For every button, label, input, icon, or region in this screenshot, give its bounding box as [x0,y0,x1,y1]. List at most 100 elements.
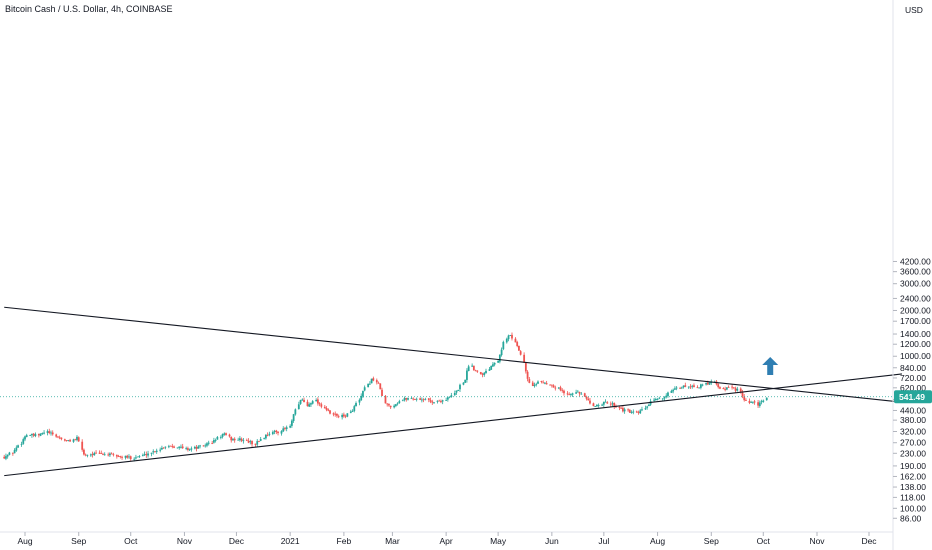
candle-body [171,446,174,447]
candle-body [441,400,444,402]
time-axis[interactable]: Aug Sep Oct Nov Dec 2021 Feb Mar Apr May Jun Jul Aug… [17,532,877,546]
arrow-up-icon[interactable] [762,356,779,375]
candle-body [63,439,66,441]
candle-body [739,388,742,393]
candle-body [8,452,11,455]
x-tick-label: Jun [545,536,559,546]
y-tick-label: 320.00 [900,426,926,436]
y-tick-label: 440.00 [900,405,926,415]
trendlines-layer[interactable] [4,306,902,477]
candle-body [370,378,373,384]
candle-body [264,434,267,439]
candle-body [734,388,737,391]
candle-body [39,433,42,436]
candle-body [375,380,378,383]
currency-label: USD [905,5,923,15]
candle-body [360,395,363,401]
trendline-descending-resistance[interactable] [4,306,902,403]
candle-body [353,406,356,411]
candle-body [544,382,546,384]
candle-body [15,447,18,451]
y-tick-label: 2000.00 [900,305,931,315]
candle-body [691,385,694,387]
candle-body [228,434,231,437]
candle-body [568,394,571,396]
candle-body [93,453,96,456]
candle-body [745,400,747,401]
candle-body [684,385,687,387]
candle-body [511,334,513,339]
candle-body [152,451,155,453]
candle-body [751,401,754,403]
candle-body [736,388,739,391]
candle-body [559,387,562,391]
arrow-annotation[interactable] [762,356,779,375]
candle-body [22,439,25,444]
candle-body [258,441,260,443]
candle-body [497,361,500,363]
candle-body [507,335,510,340]
candle-body [100,453,103,454]
candle-body [150,452,153,454]
candle-body [436,400,439,402]
x-tick-label: Nov [809,536,825,546]
candle-body [315,399,318,402]
candle-body [394,404,397,406]
candle-body [549,384,552,386]
trendline-ascending-support[interactable] [4,373,902,477]
candle-body [363,387,366,391]
candle-body [386,403,389,405]
candle-body [277,431,279,434]
candle-body [708,382,711,385]
candle-body [367,383,370,388]
candle-body [43,432,45,434]
candle-body [661,398,664,400]
candle-body [765,397,768,401]
y-tick-label: 380.00 [900,415,926,425]
candle-body [414,399,416,400]
candle-body [216,436,219,440]
candle-body [587,398,590,401]
candle-body [523,354,526,363]
candle-body [46,431,49,433]
candle-body [533,384,536,387]
candle-body [159,449,162,451]
candle-body [381,389,383,396]
candle-body [124,455,127,458]
candle-body [724,389,727,391]
candle-body [155,450,158,452]
candle-body [412,398,415,400]
candle-body [604,401,607,403]
candle-body [214,440,217,441]
candle-body [420,399,423,401]
candle-body [5,456,7,459]
x-tick-label: Mar [385,536,400,546]
candle-body [336,413,338,416]
candle-body [542,382,545,384]
candle-body [107,454,110,456]
candle-body [292,414,295,421]
candle-body [481,373,484,375]
candle-body [705,382,707,385]
candle-body [349,411,352,413]
candle-body [410,398,413,400]
candle-body [710,382,713,383]
candle-body [389,405,392,408]
candle-body [225,433,227,435]
candle-body [355,403,357,407]
candle-body [731,386,733,388]
candle-body [665,395,668,397]
candle-body [119,456,122,457]
candle-body [466,370,468,380]
candle-body [176,447,179,449]
candle-body [164,446,167,448]
candle-body [550,384,553,386]
candle-body [762,400,765,402]
candle-body [180,446,182,448]
candle-body [58,437,61,439]
candle-body [310,403,312,405]
last-price-badge: 541.49 [894,390,932,404]
candle-body [50,432,52,434]
